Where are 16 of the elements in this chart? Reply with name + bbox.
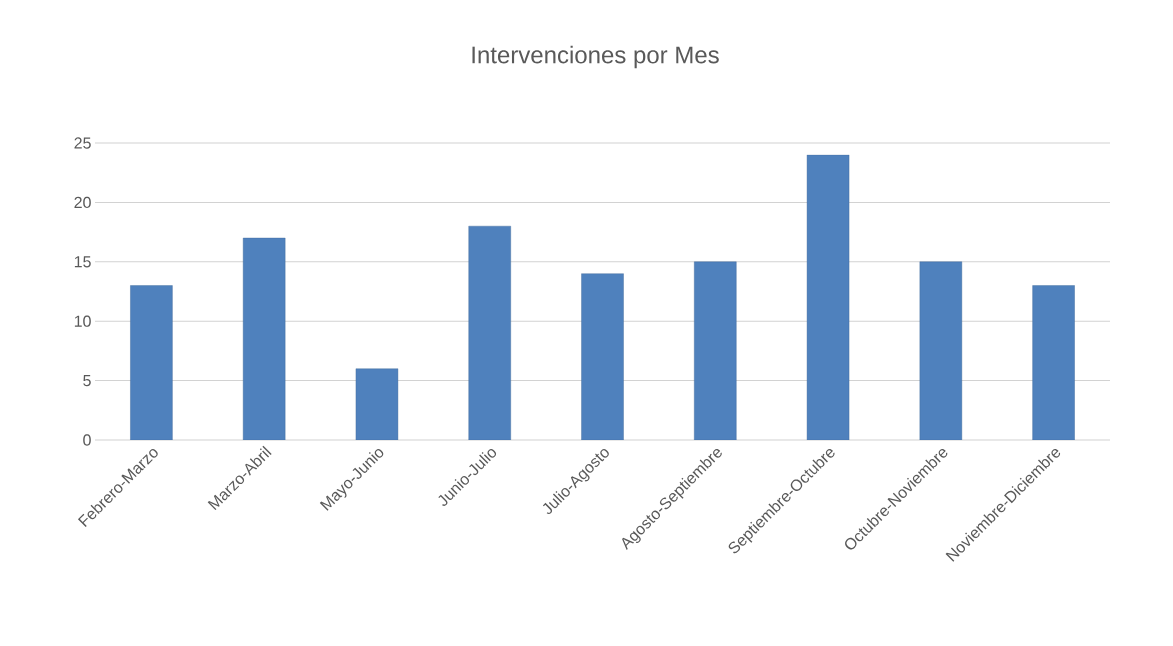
bar: [1032, 285, 1075, 440]
y-tick-label: 15: [74, 256, 91, 268]
bar: [468, 225, 511, 440]
y-tick-label: 0: [83, 434, 91, 446]
y-tick-label: 25: [74, 137, 91, 149]
y-tick-label: 10: [74, 315, 91, 327]
y-tick-label: 20: [74, 196, 91, 209]
bar: [242, 237, 286, 440]
bar: [581, 273, 624, 440]
bar: [694, 261, 737, 440]
bar: [355, 368, 399, 440]
y-tick-label: 5: [83, 375, 91, 387]
bar: [130, 285, 173, 440]
chart-title: Intervenciones por Mes: [472, 45, 719, 69]
bar: [806, 154, 850, 440]
bar: [919, 261, 963, 440]
